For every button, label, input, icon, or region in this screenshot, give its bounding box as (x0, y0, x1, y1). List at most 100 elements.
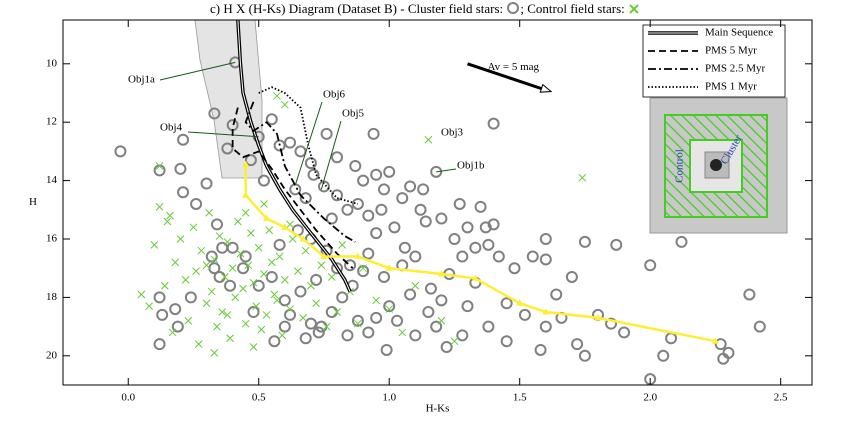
control-star (359, 264, 367, 273)
cluster-star (409, 329, 422, 342)
control-star (168, 328, 177, 337)
cluster-star (174, 162, 187, 175)
cluster-star (375, 203, 388, 216)
cluster-star (226, 241, 239, 254)
cluster-star (474, 200, 487, 213)
cluster-star (153, 291, 166, 304)
cluster-star (435, 212, 448, 225)
cluster-star (419, 215, 432, 228)
control-star (184, 316, 193, 325)
legend-label: PMS 2.5 Myr (705, 63, 766, 75)
control-star (411, 281, 420, 290)
cluster-star (349, 160, 362, 172)
control-star (155, 203, 164, 211)
cluster-star (665, 332, 678, 345)
cluster-star (294, 145, 307, 158)
line-marker (242, 191, 250, 198)
cluster-star (539, 233, 552, 245)
cluster-star (341, 329, 354, 342)
control-star (176, 235, 185, 243)
cluster-star (753, 320, 766, 333)
line-marker (516, 299, 524, 306)
cluster-star (221, 142, 234, 155)
cluster-star (362, 209, 375, 222)
control-star (220, 273, 229, 281)
control-star (578, 173, 587, 182)
cluster-star (190, 197, 203, 210)
x-tick-label: 0.5 (252, 392, 266, 404)
cluster-star (299, 332, 312, 345)
control-star (372, 296, 381, 305)
control-star (241, 319, 250, 328)
cluster-star (247, 306, 260, 318)
cluster-star (469, 241, 482, 254)
cluster-star (294, 285, 307, 298)
control-star (166, 211, 174, 220)
cluster-star (362, 326, 375, 339)
annotation: Obj1a (128, 74, 155, 86)
line-marker (354, 252, 362, 260)
control-star (197, 246, 206, 255)
cluster-star (500, 297, 513, 310)
cluster-star (657, 349, 670, 362)
x-tick-label: 2.0 (643, 392, 657, 404)
cluster-star (325, 212, 338, 225)
control-star (218, 308, 227, 316)
cluster-star (237, 262, 250, 275)
control-star (210, 349, 219, 357)
cluster-star (252, 279, 265, 292)
control-star (247, 229, 255, 238)
cluster-star (304, 317, 317, 330)
y-tick-label: 10 (46, 57, 58, 69)
cluster-star (184, 291, 197, 304)
cluster-star (273, 238, 286, 251)
cluster-star (534, 343, 547, 356)
control-star (280, 276, 289, 284)
line-marker (299, 235, 307, 242)
cluster-star (153, 338, 166, 351)
cluster-star (492, 250, 505, 263)
cluster-star (351, 314, 364, 327)
cluster-star (578, 235, 591, 248)
control-star (163, 217, 172, 226)
control-star (257, 325, 266, 334)
control-star (223, 311, 232, 319)
cluster-star (482, 238, 495, 251)
cluster-star (307, 168, 320, 181)
cluster-star (344, 259, 357, 272)
cluster-star (210, 218, 223, 231)
cluster-star (370, 168, 383, 181)
model-line (244, 101, 356, 243)
cluster-star (565, 270, 578, 283)
cluster-star (370, 227, 383, 240)
cluster-star (268, 335, 281, 348)
model-line (244, 164, 716, 343)
vector-label: Av = 5 mag (488, 61, 540, 73)
cluster-star (453, 197, 466, 210)
cluster-star (422, 306, 435, 318)
x-tick-label: 1.0 (382, 392, 396, 404)
control-star (270, 290, 279, 299)
annotation-leader (294, 101, 323, 186)
cluster-star (448, 233, 461, 245)
control-star (202, 261, 211, 270)
cluster-star (378, 270, 390, 283)
control-star (150, 240, 159, 249)
cluster-star (208, 107, 221, 120)
cluster-star (605, 317, 618, 330)
control-star (239, 284, 247, 293)
vector-head (539, 83, 553, 93)
cluster-star (177, 133, 190, 146)
control-star (234, 217, 242, 226)
control-star (312, 299, 320, 308)
y-tick-label: 20 (46, 349, 58, 361)
cluster-star (487, 218, 500, 231)
y-tick-label: 12 (46, 116, 57, 128)
control-star (210, 255, 219, 264)
line-marker (320, 252, 328, 260)
cluster-star (424, 282, 437, 295)
legend-label: PMS 1 Myr (705, 81, 757, 93)
cluster-star (526, 250, 539, 263)
